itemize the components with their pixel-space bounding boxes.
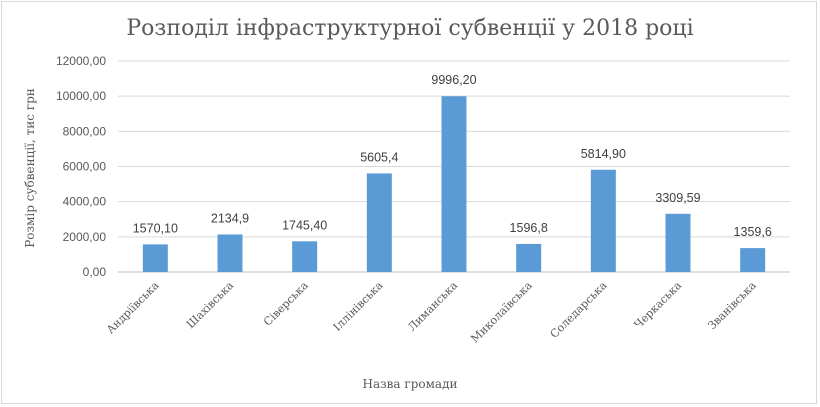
- category-label: Андріївська: [104, 279, 162, 337]
- bar: [740, 248, 766, 272]
- data-label: 1596,8: [510, 221, 548, 235]
- data-label: 5814,90: [581, 147, 626, 161]
- data-label: 2134,9: [211, 211, 249, 225]
- y-axis-ticks: 0,00 2000,00 4000,00 6000,00 8000,00 10000,00…: [56, 54, 106, 279]
- y-tick-label: 8000,00: [63, 124, 107, 138]
- y-tick-label: 2000,00: [63, 230, 107, 244]
- x-axis-ticks: Андріївська Шахівська Сіверська Іллінівська…: [104, 279, 759, 346]
- bar: [590, 169, 616, 272]
- category-label: Іллінівська: [331, 279, 386, 334]
- data-labels: 1570,10 2134,9 1745,40 5605,4 9996,20 1596,8 5…: [133, 73, 772, 239]
- y-tick-label: 12000,00: [56, 54, 106, 68]
- category-label: Сіверська: [261, 279, 311, 329]
- x-axis-title: Назва громади: [363, 377, 458, 391]
- bar: [142, 244, 168, 272]
- bars: [142, 96, 766, 272]
- bar: [441, 96, 467, 272]
- data-label: 1570,10: [133, 221, 178, 235]
- data-label: 1745,40: [282, 218, 327, 232]
- y-tick-label: 0,00: [83, 265, 107, 279]
- y-tick-label: 10000,00: [56, 89, 106, 103]
- data-label: 3309,59: [655, 191, 700, 205]
- bar: [516, 243, 542, 272]
- bar: [665, 213, 691, 272]
- category-label: Соледарська: [548, 279, 610, 341]
- category-label: Званівська: [706, 279, 760, 333]
- bar: [292, 241, 318, 272]
- category-label: Лиманська: [405, 279, 460, 334]
- bar: [366, 173, 392, 272]
- data-label: 5605,4: [360, 150, 398, 164]
- data-label: 1359,6: [734, 225, 772, 239]
- y-tick-label: 4000,00: [63, 195, 107, 209]
- category-label: Черкаська: [632, 279, 685, 332]
- category-label: Миколаївська: [468, 279, 535, 346]
- chart-title: Розподіл інфраструктурної субвенції у 20…: [126, 16, 693, 41]
- category-label: Шахівська: [184, 279, 236, 331]
- bar: [217, 234, 243, 272]
- data-label: 9996,20: [431, 73, 476, 87]
- y-tick-label: 6000,00: [63, 160, 107, 174]
- y-axis-title: Розмір субвенції, тис грн: [23, 88, 37, 248]
